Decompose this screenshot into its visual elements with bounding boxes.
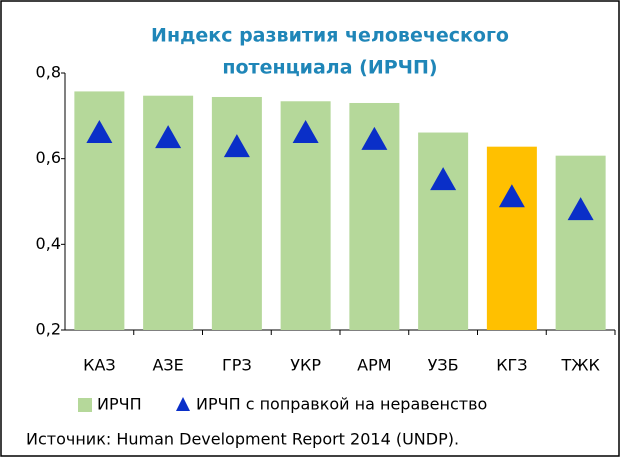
chart-title: потенциала (ИРЧП) [222,57,437,79]
legend-label: ИРЧП [97,395,142,414]
triangle-marker [361,126,388,150]
x-tick-label: КАЗ [83,356,116,375]
x-tick-label: АРМ [357,356,391,375]
y-tick-label: 0,8 [36,63,61,82]
legend-label: ИРЧП с поправкой на неравенство [196,395,487,414]
x-tick-label: ГРЗ [222,356,252,375]
y-tick-label: 0,2 [36,320,61,339]
triangle-marker [86,119,113,143]
x-tick-label: АЗЕ [152,356,183,375]
x-tick-label: УКР [290,356,321,375]
source-note: Источник: Human Development Report 2014 … [26,430,459,449]
y-tick-label: 0,6 [36,148,61,167]
x-tick-label: УЗБ [428,356,459,375]
y-tick-label: 0,4 [36,234,61,253]
bar [486,146,537,330]
chart-title: Индекс развития человеческого [151,25,509,47]
bar [555,155,606,330]
legend-swatch [78,398,92,412]
triangle-marker [567,197,594,221]
triangle-marker [498,184,525,208]
legend-swatch [176,397,190,411]
triangle-marker [430,167,457,191]
x-tick-label: КГЗ [496,356,527,375]
triangle-marker [292,119,319,143]
bar [418,132,469,330]
x-tick-label: ТЖК [560,356,600,375]
bar [211,96,262,330]
triangle-marker [223,134,250,158]
triangle-marker [155,125,182,149]
